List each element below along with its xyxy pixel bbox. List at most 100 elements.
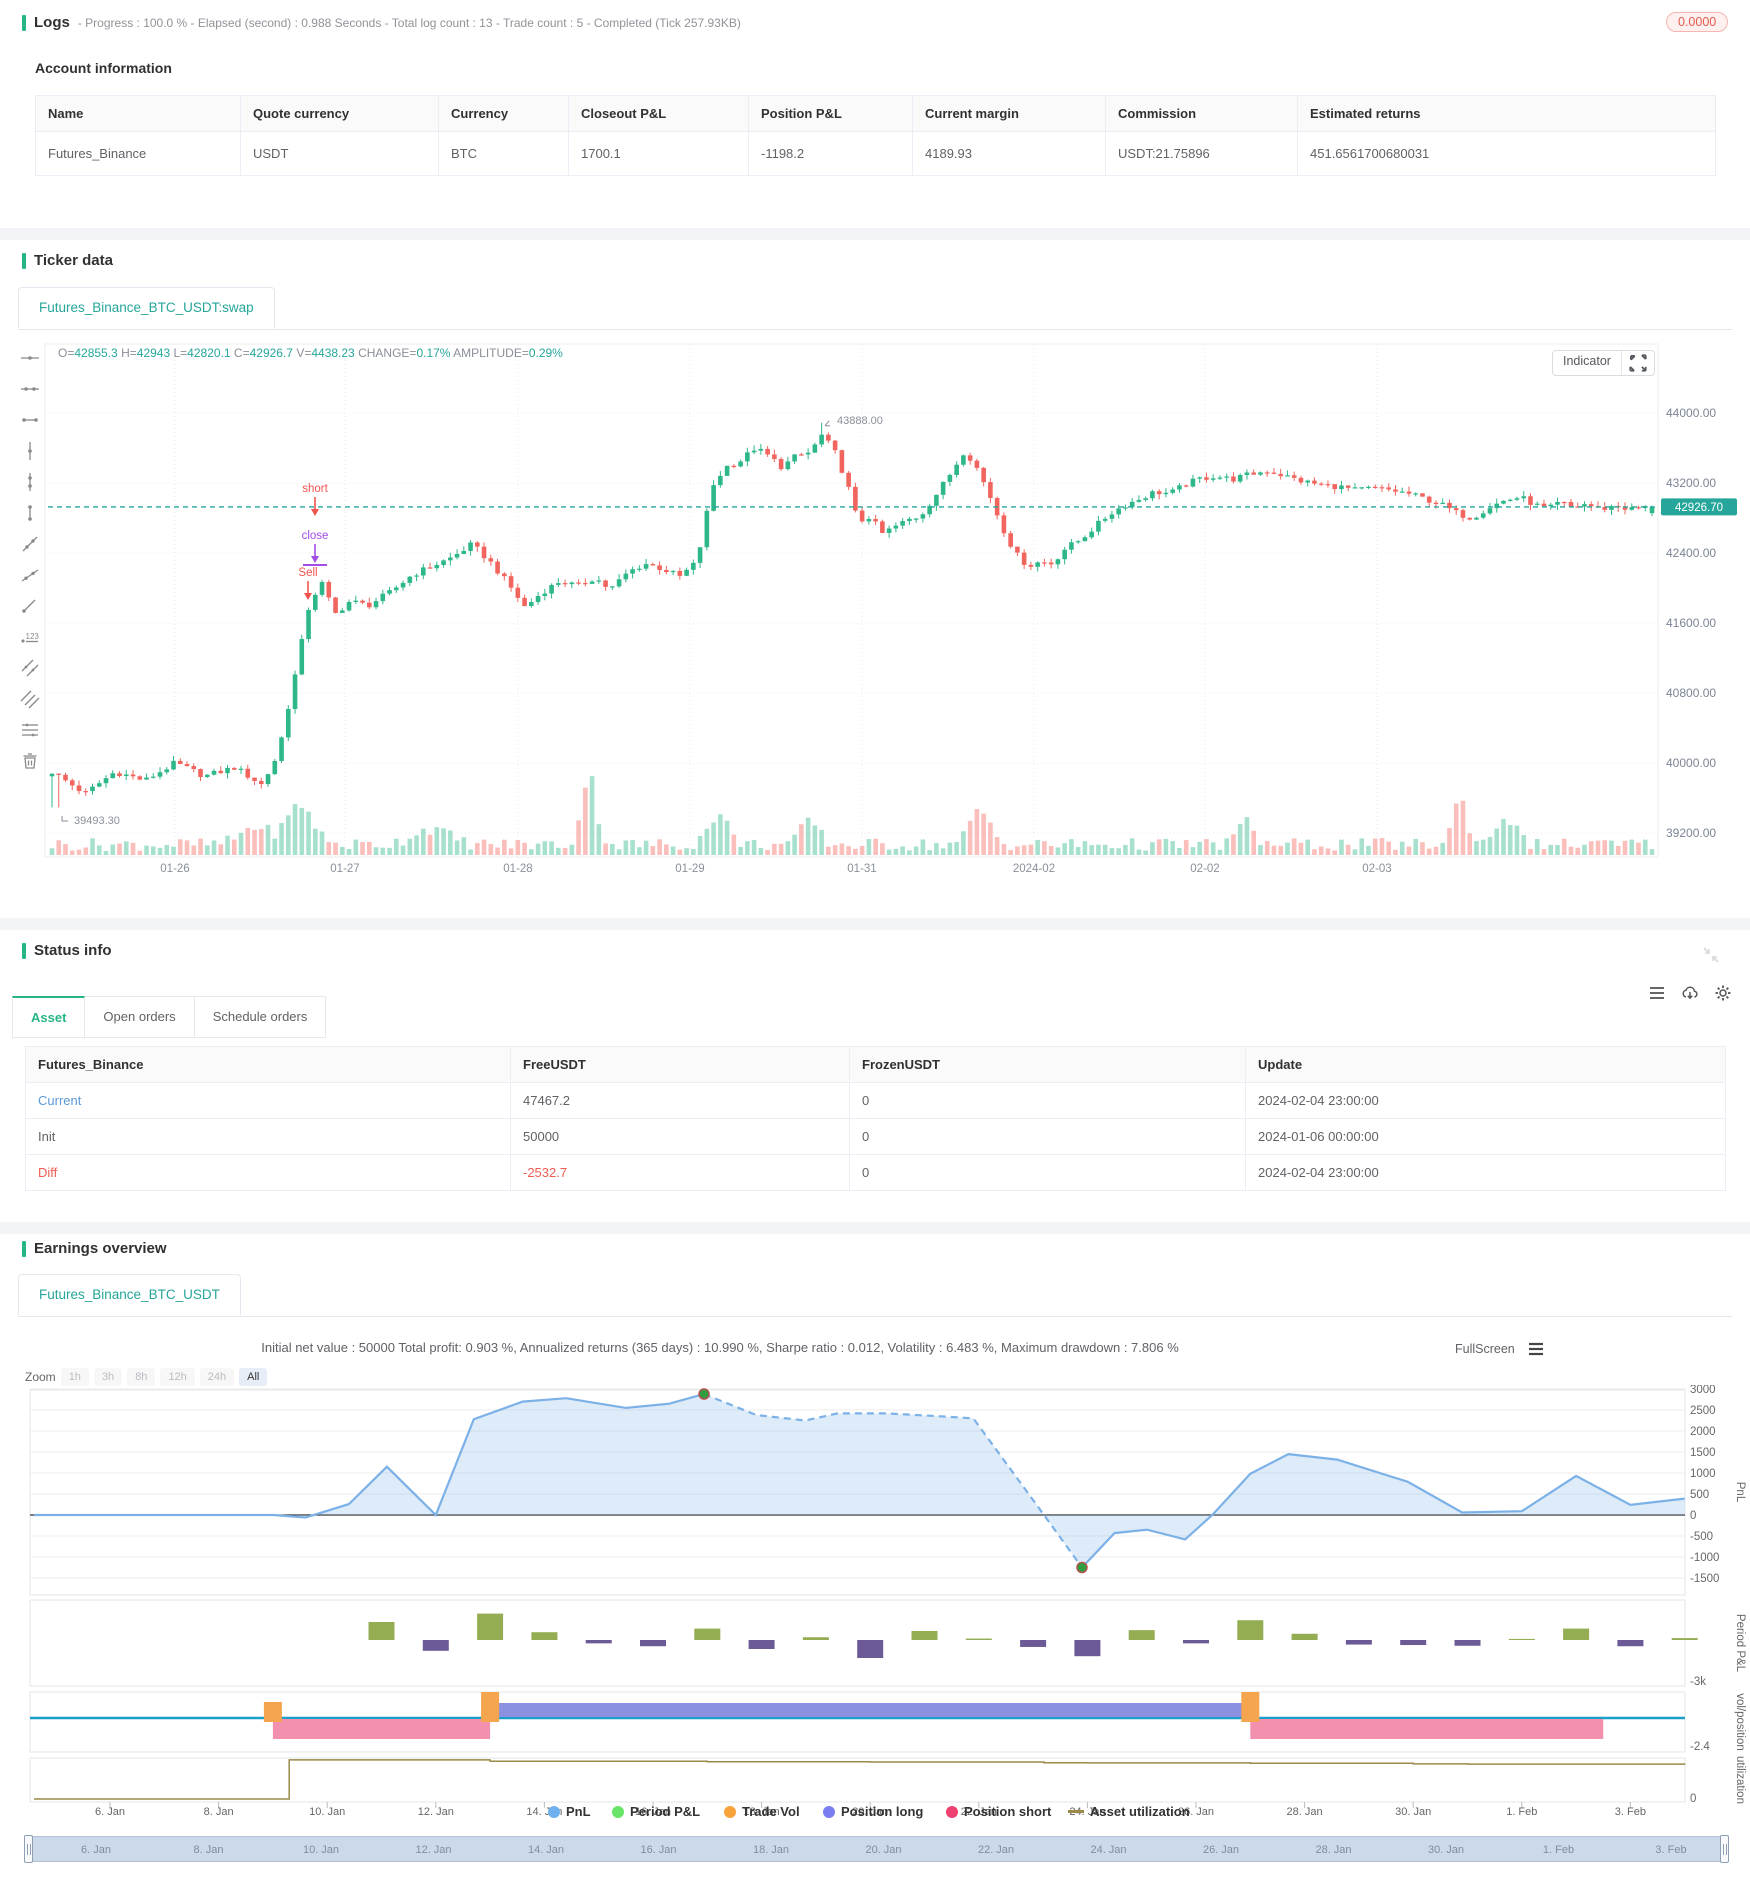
horizontal-ray-icon[interactable] <box>20 379 40 399</box>
status-cell: 47467.2 <box>510 1082 850 1119</box>
collapse-icon[interactable] <box>1702 946 1720 964</box>
horizontal-line-icon[interactable] <box>20 348 40 368</box>
svg-text:1000: 1000 <box>1690 1468 1716 1480</box>
table-row: Diff -2532.7 0 2024-02-04 23:00:00 <box>25 1154 1726 1191</box>
table-row: Futures_Binance USDT BTC 1700.1 -1198.2 4189.… <box>35 131 1716 176</box>
navigator-label: 1. Feb <box>1542 1844 1575 1856</box>
fullscreen-control[interactable]: FullScreen <box>1455 1340 1545 1358</box>
account-cell: USDT <box>240 131 439 176</box>
period-pnl-bar <box>368 1622 395 1640</box>
trend-line-icon[interactable] <box>20 534 40 554</box>
range-navigator[interactable]: 6. Jan 8. Jan 10. Jan 12. Jan 14. Jan 16. Jan… <box>24 1835 1729 1863</box>
trade-marker-label: short <box>302 483 328 495</box>
kline-drawing-toolbar: 123 <box>16 348 44 771</box>
tab-schedule-orders[interactable]: Schedule orders <box>194 996 327 1038</box>
status-cell: 0 <box>849 1082 1246 1119</box>
svg-text:0: 0 <box>1690 1510 1696 1522</box>
trade-vol-bar <box>263 1702 282 1722</box>
navigator-left-handle[interactable] <box>24 1835 33 1863</box>
svg-text:01-26: 01-26 <box>160 863 189 875</box>
zoom-button-24h[interactable]: 24h <box>199 1368 235 1386</box>
indicator-button[interactable]: Indicator <box>1552 350 1655 376</box>
svg-text:39493.30: 39493.30 <box>74 815 120 827</box>
legend-item[interactable]: Asset utilization <box>1068 1804 1190 1819</box>
svg-text:43200.00: 43200.00 <box>1666 476 1716 490</box>
list-icon[interactable] <box>1648 984 1666 1002</box>
svg-text:2000: 2000 <box>1690 1426 1716 1438</box>
legend-label: Asset utilization <box>1090 1804 1190 1819</box>
candlestick-chart[interactable]: 42926.70 44000.00 43200.00 42400.00 41600.00… <box>0 336 1750 881</box>
account-cell: 1700.1 <box>568 131 749 176</box>
legend-label: Period P&L <box>630 1804 701 1819</box>
period-pnl-bar <box>422 1640 449 1651</box>
zoom-button-8h[interactable]: 8h <box>127 1368 156 1386</box>
tab-open-orders[interactable]: Open orders <box>85 996 195 1038</box>
svg-text:vol/position: vol/position <box>1734 1693 1746 1751</box>
indicator-label[interactable]: Indicator <box>1553 351 1622 375</box>
earnings-x-axis: 6. Jan 8. Jan 10. Jan 12. Jan 14. Jan 16. Jan… <box>0 1806 1750 1822</box>
svg-text:-1000: -1000 <box>1690 1552 1719 1564</box>
vertical-line-icon[interactable] <box>20 441 40 461</box>
ticker-header: Ticker data <box>22 252 113 269</box>
account-cell: -1198.2 <box>748 131 913 176</box>
delete-icon[interactable] <box>20 751 40 771</box>
zoom-button-all[interactable]: All <box>239 1368 268 1386</box>
period-pnl-bar <box>857 1640 884 1658</box>
zoom-button-1h[interactable]: 1h <box>60 1368 89 1386</box>
account-cell: BTC <box>438 131 569 176</box>
navigator-label: 3. Feb <box>1655 1844 1687 1856</box>
period-pnl-bar <box>1617 1640 1644 1647</box>
parallel-lines-icon[interactable] <box>20 658 40 678</box>
ticker-tab[interactable]: Futures_Binance_BTC_USDT:swap <box>18 287 275 329</box>
earnings-tab-divider <box>18 1316 1732 1317</box>
navigator-right-handle[interactable] <box>1720 1835 1729 1863</box>
navigator-label: 24. Jan <box>1090 1844 1127 1856</box>
legend-item[interactable]: Position short <box>946 1804 1051 1819</box>
horizontal-segment-icon[interactable] <box>20 410 40 430</box>
earnings-tab[interactable]: Futures_Binance_BTC_USDT <box>18 1274 241 1316</box>
vertical-segment-icon[interactable] <box>20 503 40 523</box>
price-channel-icon[interactable] <box>20 689 40 709</box>
menu-icon[interactable] <box>1527 1340 1545 1358</box>
period-pnl-bar <box>1671 1638 1698 1640</box>
svg-text:123: 123 <box>26 632 40 641</box>
legend-item[interactable]: Period P&L <box>612 1804 700 1819</box>
earnings-chart[interactable]: 3000 2500 2000 1500 1000 500 0 -500 -1000 -1500 -3… <box>0 1385 1750 1855</box>
account-col-header: Current margin <box>912 95 1106 132</box>
cloud-download-icon[interactable] <box>1681 984 1699 1002</box>
x-axis-label: 20. Jan <box>852 1806 889 1818</box>
fibonacci-lines-icon[interactable] <box>20 720 40 740</box>
status-cell: 2024-01-06 00:00:00 <box>1245 1118 1726 1155</box>
x-axis-label: 6. Jan <box>95 1806 125 1818</box>
legend-marker <box>946 1805 958 1818</box>
svg-text:500: 500 <box>1690 1489 1709 1501</box>
x-axis-label: 18. Jan <box>743 1806 780 1818</box>
segment-icon[interactable] <box>20 596 40 616</box>
fullscreen-label[interactable]: FullScreen <box>1455 1342 1515 1356</box>
current-price-badge <box>1661 498 1737 516</box>
legend-item[interactable]: PnL <box>548 1804 591 1819</box>
svg-text:01-31: 01-31 <box>847 863 876 875</box>
ray-line-icon[interactable] <box>20 565 40 585</box>
section-accent-bar <box>22 252 26 269</box>
account-cell: 4189.93 <box>912 131 1106 176</box>
position-long-band <box>490 1703 1251 1717</box>
fullscreen-expand-icon[interactable] <box>1622 351 1654 375</box>
price-note-icon[interactable]: 123 <box>20 627 40 647</box>
legend-item[interactable]: Trade Vol <box>724 1804 800 1819</box>
gear-icon[interactable] <box>1714 984 1732 1002</box>
status-cell: 50000 <box>510 1118 850 1155</box>
period-pnl-bar <box>1400 1640 1427 1646</box>
tab-asset[interactable]: Asset <box>12 996 86 1038</box>
zoom-button-12h[interactable]: 12h <box>160 1368 195 1386</box>
pnl-area <box>33 1394 1685 1568</box>
legend-marker <box>1068 1810 1084 1813</box>
svg-text:40000.00: 40000.00 <box>1666 756 1716 770</box>
utilization-line <box>34 1759 1686 1800</box>
account-col-header: Closeout P&L <box>568 95 749 132</box>
zoom-button-3h[interactable]: 3h <box>93 1368 123 1386</box>
vertical-ray-icon[interactable] <box>20 472 40 492</box>
legend-item[interactable]: Position long <box>823 1804 923 1819</box>
pnl-line <box>703 1392 1083 1569</box>
period-pnl-bar <box>1454 1640 1481 1646</box>
